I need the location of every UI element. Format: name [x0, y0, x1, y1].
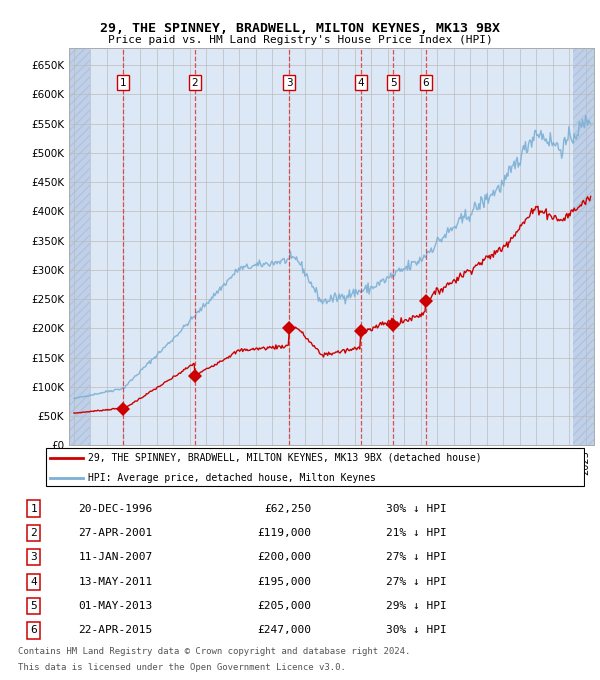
Text: 29, THE SPINNEY, BRADWELL, MILTON KEYNES, MK13 9BX (detached house): 29, THE SPINNEY, BRADWELL, MILTON KEYNES…: [88, 453, 482, 463]
Text: 5: 5: [31, 601, 37, 611]
Text: £195,000: £195,000: [257, 577, 311, 587]
Text: 27% ↓ HPI: 27% ↓ HPI: [386, 552, 447, 562]
Text: 30% ↓ HPI: 30% ↓ HPI: [386, 504, 447, 513]
Text: 29% ↓ HPI: 29% ↓ HPI: [386, 601, 447, 611]
Text: 2: 2: [31, 528, 37, 538]
Text: 27% ↓ HPI: 27% ↓ HPI: [386, 577, 447, 587]
Text: 01-MAY-2013: 01-MAY-2013: [78, 601, 152, 611]
Text: 1: 1: [31, 504, 37, 513]
Text: 4: 4: [31, 577, 37, 587]
Text: Price paid vs. HM Land Registry's House Price Index (HPI): Price paid vs. HM Land Registry's House …: [107, 35, 493, 46]
Text: 20-DEC-1996: 20-DEC-1996: [78, 504, 152, 513]
Bar: [572, 48, 594, 445]
Text: 6: 6: [31, 626, 37, 635]
Text: This data is licensed under the Open Government Licence v3.0.: This data is licensed under the Open Gov…: [18, 663, 346, 672]
Text: 3: 3: [286, 78, 292, 88]
Text: 11-JAN-2007: 11-JAN-2007: [78, 552, 152, 562]
FancyBboxPatch shape: [46, 448, 584, 486]
Text: 6: 6: [422, 78, 429, 88]
Text: 5: 5: [390, 78, 397, 88]
Text: 27-APR-2001: 27-APR-2001: [78, 528, 152, 538]
Text: 4: 4: [358, 78, 364, 88]
Text: HPI: Average price, detached house, Milton Keynes: HPI: Average price, detached house, Milt…: [88, 473, 376, 483]
Text: Contains HM Land Registry data © Crown copyright and database right 2024.: Contains HM Land Registry data © Crown c…: [18, 647, 410, 656]
Text: 3: 3: [31, 552, 37, 562]
Text: 13-MAY-2011: 13-MAY-2011: [78, 577, 152, 587]
Text: £200,000: £200,000: [257, 552, 311, 562]
Text: £205,000: £205,000: [257, 601, 311, 611]
Text: 2: 2: [191, 78, 198, 88]
Text: 22-APR-2015: 22-APR-2015: [78, 626, 152, 635]
Text: 30% ↓ HPI: 30% ↓ HPI: [386, 626, 447, 635]
Text: £62,250: £62,250: [264, 504, 311, 513]
Text: 21% ↓ HPI: 21% ↓ HPI: [386, 528, 447, 538]
Bar: [69, 48, 91, 445]
Text: 1: 1: [119, 78, 126, 88]
Text: 29, THE SPINNEY, BRADWELL, MILTON KEYNES, MK13 9BX: 29, THE SPINNEY, BRADWELL, MILTON KEYNES…: [100, 22, 500, 35]
Text: £119,000: £119,000: [257, 528, 311, 538]
Text: £247,000: £247,000: [257, 626, 311, 635]
